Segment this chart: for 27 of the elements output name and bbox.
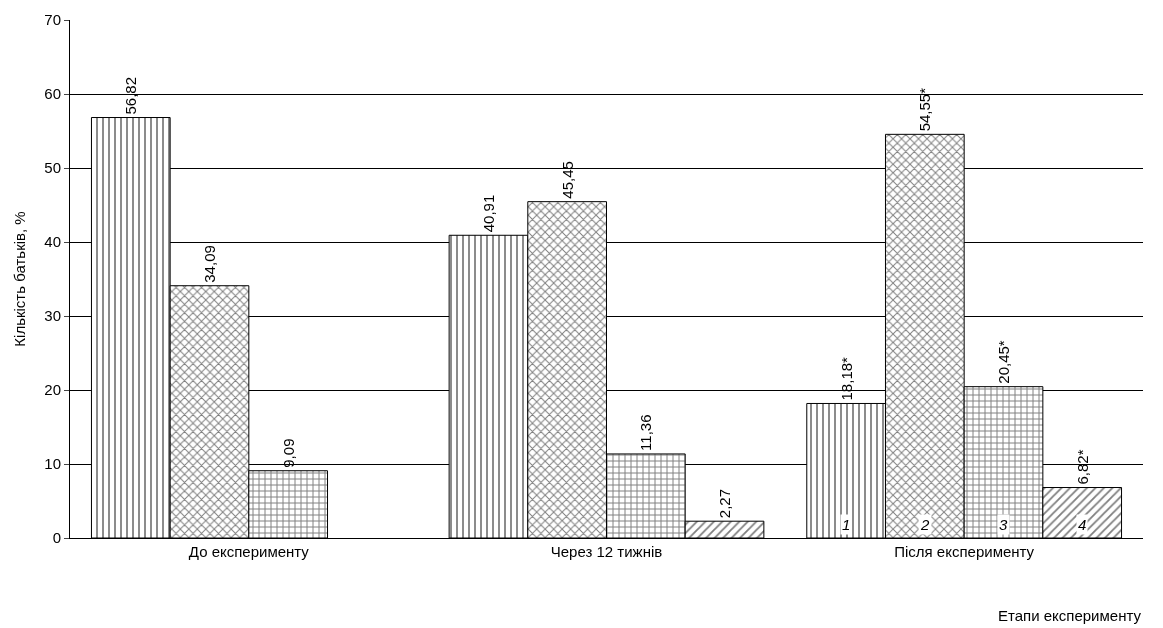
data-label: 9,09 (279, 438, 297, 468)
data-label: 40,91 (479, 194, 497, 233)
data-label: 34,09 (200, 245, 218, 283)
data-label: 56,82 (122, 76, 140, 115)
y-tick-label: 20 (44, 381, 61, 399)
series-label: 3 (999, 516, 1008, 533)
y-tick-label: 30 (44, 307, 61, 325)
y-tick-label: 70 (44, 11, 61, 29)
y-tick-label: 60 (44, 85, 61, 103)
data-label: 20,45* (995, 340, 1013, 384)
data-label: 54,55* (916, 87, 934, 132)
y-tick-label: 40 (44, 233, 61, 251)
y-tick-label: 0 (52, 529, 61, 547)
series-label: 4 (1078, 516, 1087, 533)
data-label: 11,36 (637, 414, 655, 451)
data-label: 45,45 (558, 161, 576, 199)
x-tick-label: Після експерименту (894, 543, 1035, 560)
y-tick-label: 50 (44, 159, 61, 177)
x-tick-label: До експерименту (188, 543, 310, 560)
data-label: 6,82* (1073, 449, 1091, 485)
series-label: 1 (842, 516, 851, 533)
y-axis-title: Кількість батьків, % (10, 211, 28, 347)
y-tick-label: 10 (44, 455, 61, 473)
x-axis-title: Етапи експерименту (998, 607, 1142, 624)
x-tick-label: Через 12 тижнів (550, 543, 663, 560)
data-label: 2,27 (716, 489, 734, 519)
series-label: 2 (920, 516, 930, 533)
